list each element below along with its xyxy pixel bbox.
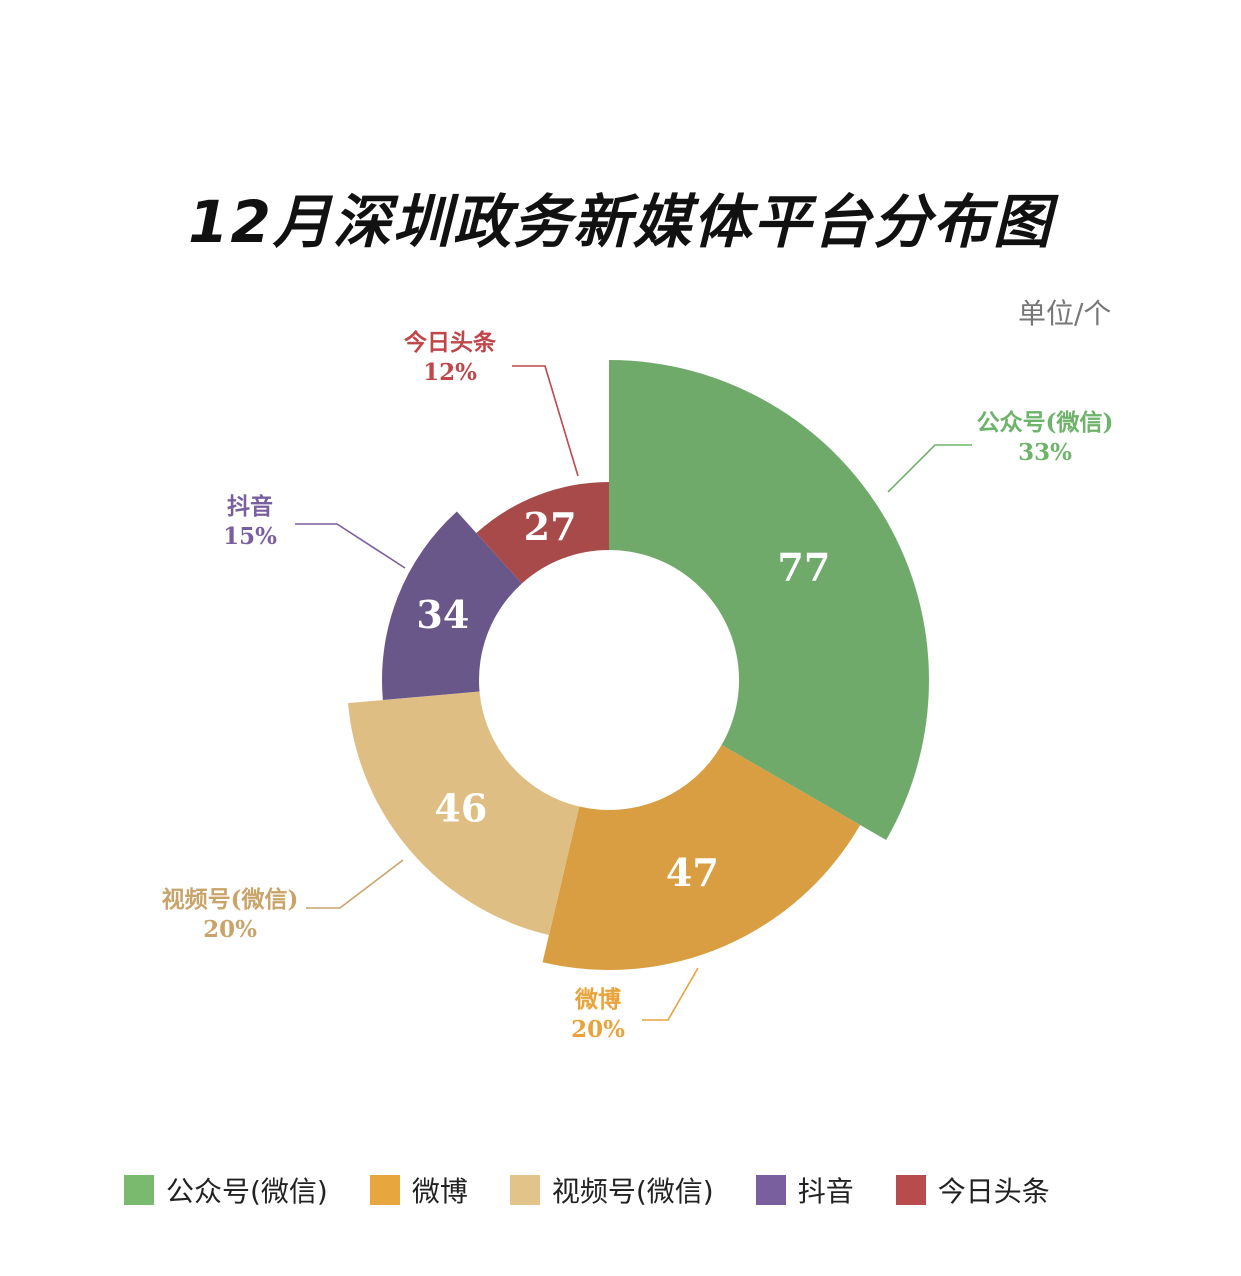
percent-label: 15% [223,523,277,550]
legend-swatch [755,1175,786,1205]
legend-item[interactable]: 视频号(微信) [509,1170,714,1210]
slice-3 [382,511,522,701]
legend-swatch [124,1175,154,1205]
percent-label: 20% [203,916,257,943]
legend-swatch [895,1175,926,1205]
slice-2 [348,691,580,936]
category-name: 微博 [575,986,621,1013]
legend-label: 抖音 [797,1175,854,1208]
category-name: 今日头条 [404,329,496,356]
legend-item[interactable]: 公众号(微信) [124,1170,328,1210]
value-label: 27 [524,504,577,549]
leader-line [642,967,699,1021]
slice-0 [609,360,929,840]
legend-item[interactable]: 抖音 [755,1170,854,1210]
slice-outer-label: 抖音 15% [130,492,370,552]
category-name: 视频号(微信) [161,886,299,913]
legend-swatch [369,1175,400,1205]
legend: 公众号(微信) 微博 视频号(微信) 抖音 今日头条 [124,1170,1092,1210]
slice-outer-label: 微博 20% [478,985,718,1045]
legend-label: 视频号(微信) [551,1175,714,1208]
chart-title: 12月深圳政务新媒体平台分布图 [188,188,1053,256]
category-name: 公众号(微信) [976,409,1114,436]
percent-label: 20% [571,1016,625,1043]
slice-outer-label: 视频号(微信) 20% [110,885,350,945]
slice-outer-label: 公众号(微信) 33% [925,408,1165,468]
legend-label: 公众号(微信) [166,1175,328,1208]
value-label: 47 [666,850,719,895]
leader-line [512,365,579,477]
legend-item[interactable]: 今日头条 [895,1170,1050,1210]
slice-outer-label: 今日头条 12% [330,328,570,388]
percent-label: 33% [1018,439,1072,466]
value-label: 46 [434,785,487,830]
legend-label: 微博 [411,1175,468,1208]
value-label: 34 [416,592,469,637]
legend-label: 今日头条 [937,1175,1050,1208]
slice-4 [476,482,609,584]
leader-line [306,859,404,909]
unit-label: 单位/个 [1018,297,1112,330]
leader-line [295,523,406,569]
legend-item[interactable]: 微博 [369,1170,468,1210]
category-name: 抖音 [227,493,273,520]
slice-1 [542,745,861,971]
leader-line [887,444,972,493]
percent-label: 12% [423,359,477,386]
value-label: 77 [777,545,830,590]
legend-swatch [509,1175,540,1205]
